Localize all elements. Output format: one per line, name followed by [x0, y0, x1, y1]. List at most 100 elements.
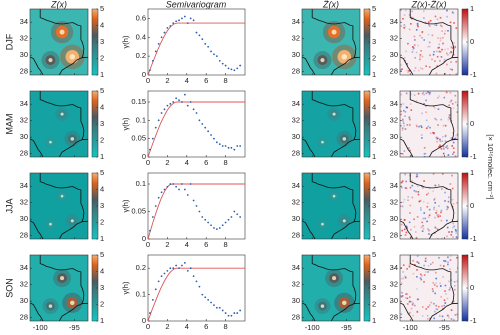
y-tick-label: 32 [20, 116, 28, 125]
residual-cell [438, 95, 441, 98]
semivariance-point [213, 137, 215, 140]
colorbar-tick-label: 2 [100, 299, 104, 308]
semivariance-point [183, 262, 186, 264]
hotspot-core [60, 276, 65, 281]
state-border [311, 91, 357, 157]
residual-cell [457, 267, 458, 269]
colorbar-tick-label: 2 [100, 53, 104, 62]
colorbar-tick-label: 1 [372, 70, 376, 79]
residual-cell [449, 287, 451, 289]
map-background [30, 173, 88, 239]
residual-cell [447, 118, 450, 121]
residual-cell [400, 9, 402, 12]
residual-cell [400, 105, 403, 108]
residual-cell [451, 198, 454, 201]
residual-cell [434, 216, 436, 219]
colorbar-tick-label: 2 [372, 217, 376, 226]
residual-cell [431, 58, 433, 61]
residual-cell [424, 21, 427, 24]
colorbar-tick-label: 5 [100, 86, 104, 95]
semivariance-point [166, 104, 169, 107]
residual-cell [436, 238, 439, 239]
y-tick-label: 32 [292, 34, 300, 43]
residual-cell [447, 48, 449, 50]
residual-cell [420, 226, 423, 229]
residual-cell [434, 184, 437, 187]
residual-cell [427, 91, 429, 93]
residual-cell [454, 101, 457, 104]
map-background [400, 255, 458, 321]
residual-cell [435, 304, 438, 307]
semivariance-point [154, 50, 157, 53]
semivariance-point [163, 272, 166, 275]
residual-cell [442, 42, 444, 45]
residual-cell [435, 24, 438, 26]
semivariance-point [215, 55, 218, 58]
y-tick-label: 30 [390, 214, 398, 223]
semivariance-point [230, 314, 233, 317]
residual-cell [416, 298, 419, 301]
semivariance-point [189, 267, 192, 270]
residual-cell [406, 69, 408, 72]
residual-cell [401, 229, 404, 232]
colorbar-tick-label: 4 [372, 20, 376, 29]
x-tick-label: 2 [165, 158, 169, 167]
y-tick-label: 0.2 [136, 51, 146, 60]
residual-cell [441, 30, 443, 33]
colorbar-tick-label: 3 [100, 201, 104, 210]
residual-cell [450, 255, 452, 257]
residual-cell [409, 296, 411, 298]
semivariance-point [151, 59, 154, 62]
residual-cell [402, 120, 404, 123]
residual-cell [452, 226, 454, 229]
residual-cell [442, 265, 445, 267]
semivariance-point [207, 45, 210, 48]
y-tick-label: 34 [20, 263, 28, 272]
residual-cell [417, 44, 419, 47]
map-frame [399, 172, 459, 240]
residual-cell [439, 39, 442, 42]
y-tick-label: 0.05 [131, 206, 146, 215]
map-frame [29, 8, 89, 76]
semivariance-point [192, 19, 195, 22]
state-border [39, 173, 85, 239]
residual-cell [416, 261, 419, 263]
semivariance-point [172, 22, 175, 25]
hotspot-core [320, 58, 325, 63]
semivariance-point [181, 101, 183, 103]
semivariance-point [224, 312, 227, 314]
map-frame [301, 90, 361, 158]
residual-cell [441, 319, 444, 321]
y-axis-label: γ(h) [121, 117, 130, 130]
colorbar-tick-label: 1 [470, 4, 474, 13]
map [400, 173, 458, 239]
residual-cell [423, 39, 426, 41]
map [302, 91, 360, 157]
semivariance-point [181, 264, 183, 267]
x-tick-label: 0 [146, 76, 150, 85]
residual-cell [414, 304, 416, 307]
semivariance-point [201, 38, 204, 41]
residual-cell [416, 269, 418, 271]
colorbar-tick-label: 5 [372, 250, 376, 259]
residual-cell [400, 110, 402, 113]
residual-cell [446, 147, 449, 150]
residual-cell [408, 116, 411, 119]
residual-cell [427, 192, 430, 195]
hotspot-core [342, 219, 346, 223]
residual-cell [446, 314, 449, 317]
residual-cell [422, 201, 425, 203]
residual-cell [417, 25, 419, 28]
x-tick-label: 0 [146, 322, 150, 331]
residual-cell [400, 124, 402, 127]
residual-cell [453, 22, 455, 24]
state-border [302, 220, 316, 239]
residual-cell [406, 297, 409, 300]
semivariance-point [192, 199, 195, 202]
residual-cell [423, 264, 425, 267]
residual-cell [432, 173, 435, 175]
residual-cell [419, 277, 422, 279]
residual-cell [426, 220, 428, 223]
x-tick-label: 2 [165, 76, 169, 85]
residual-cell [404, 297, 407, 299]
